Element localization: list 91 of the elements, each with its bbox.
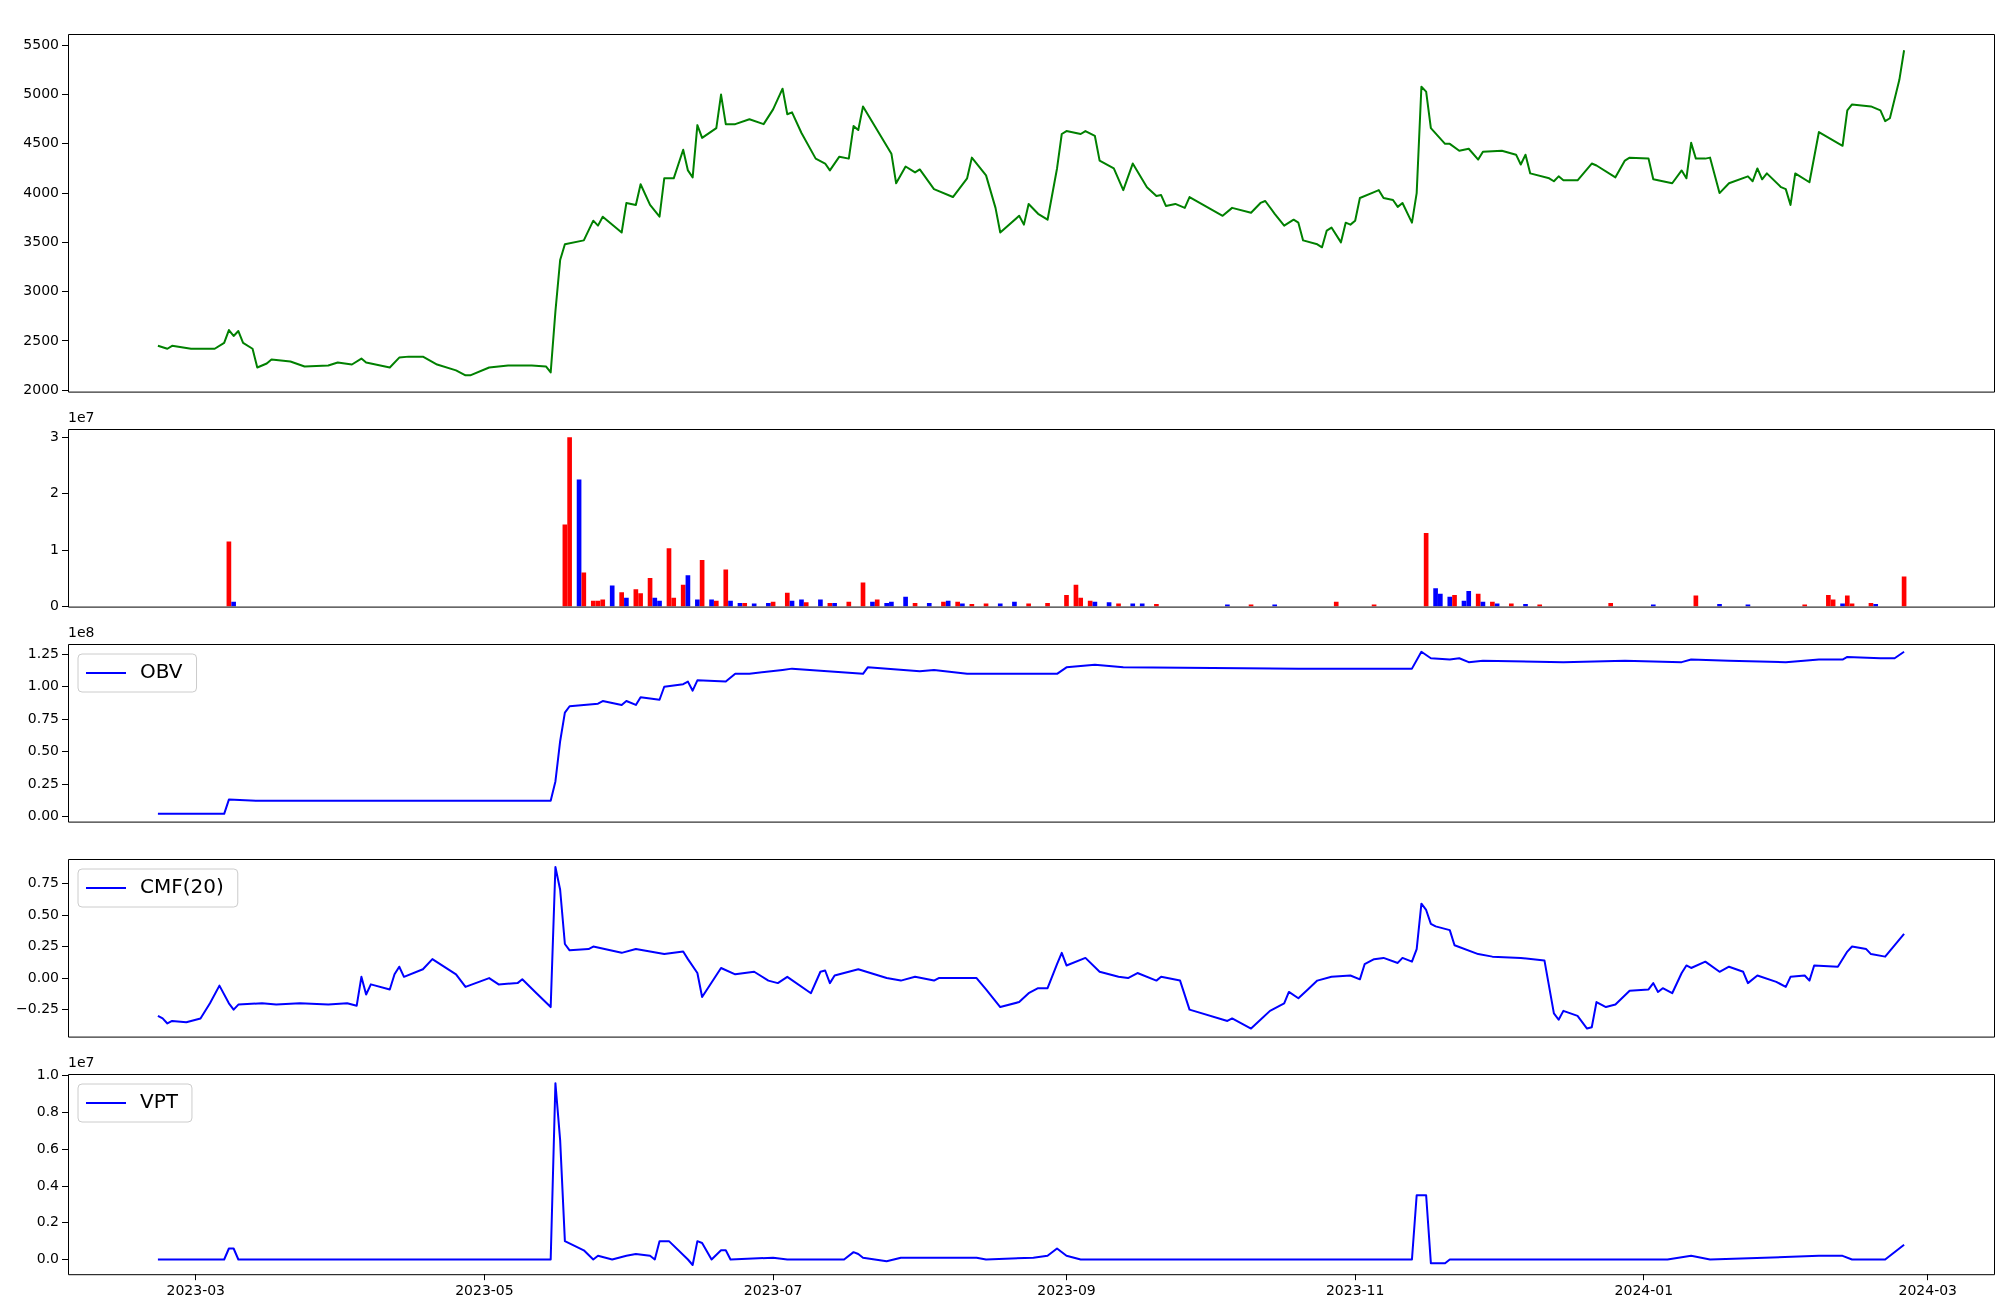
y-tick-label: 0.50 xyxy=(27,742,59,759)
bar xyxy=(600,599,606,607)
y-tick-label: 3000 xyxy=(23,282,59,299)
y-tick-label: 0 xyxy=(50,597,59,614)
bar xyxy=(1012,601,1017,607)
y-tick-label: 0.0 xyxy=(36,1250,59,1267)
bar xyxy=(846,601,852,607)
x-tick-label: 2023-05 xyxy=(455,1282,514,1299)
y-tick-label: 0.00 xyxy=(27,968,59,985)
text: 1e7 xyxy=(68,408,95,425)
x-tick-label: 2023-09 xyxy=(1037,1282,1096,1299)
y-tick-label: 2 xyxy=(50,484,59,501)
bar xyxy=(1139,603,1145,607)
bar xyxy=(955,601,960,607)
x-tick-label: 2024-01 xyxy=(1614,1282,1674,1299)
bar xyxy=(1116,603,1121,607)
bar xyxy=(960,603,965,607)
bar xyxy=(1475,593,1481,607)
bar xyxy=(619,592,624,607)
bar xyxy=(590,600,596,607)
bar xyxy=(1873,604,1879,607)
x-tick-label: 2024-03 xyxy=(1898,1282,1957,1299)
bar xyxy=(1490,601,1495,607)
bar xyxy=(609,585,615,607)
bar xyxy=(680,584,686,607)
y-tick-label: 0.2 xyxy=(36,1213,59,1230)
bar xyxy=(1508,603,1514,607)
y-tick-label: 1.0 xyxy=(36,1066,59,1083)
x-tick-label: 2023-07 xyxy=(743,1282,803,1299)
bar xyxy=(1717,604,1722,607)
bar xyxy=(567,437,572,607)
bar xyxy=(652,597,658,607)
bar xyxy=(695,599,700,607)
x-tick-label: 2023-03 xyxy=(166,1282,226,1299)
y-tick-label: 0.25 xyxy=(27,937,59,954)
bar xyxy=(1826,594,1831,607)
text: 1e8 xyxy=(68,623,95,640)
bar xyxy=(638,593,643,607)
y-tick-label: 2000 xyxy=(23,380,59,397)
y-tick-label: 1.25 xyxy=(27,645,59,662)
bar xyxy=(1026,603,1031,607)
legend-label: CMF(20) xyxy=(140,874,224,899)
bar xyxy=(624,597,629,607)
bar xyxy=(1523,604,1528,607)
y-tick-label: 5500 xyxy=(23,35,59,52)
bar xyxy=(1130,603,1136,607)
bar xyxy=(903,596,908,607)
bar xyxy=(1466,591,1472,607)
y-tick-label: 4000 xyxy=(23,183,59,200)
y-tick-label: 1 xyxy=(50,540,59,557)
bar xyxy=(1844,595,1850,607)
y-tick-label: 0.8 xyxy=(36,1103,59,1120)
y-tick-label: 4500 xyxy=(23,134,59,151)
y-tick-label: 2500 xyxy=(23,331,59,348)
bar xyxy=(709,599,714,607)
bar xyxy=(799,599,804,607)
bar xyxy=(1840,603,1845,607)
bar xyxy=(713,600,719,607)
bar xyxy=(1452,594,1457,607)
bar xyxy=(870,601,875,607)
y-tick-label: 3500 xyxy=(23,232,59,249)
bar xyxy=(874,599,880,607)
bar xyxy=(581,572,587,607)
bar xyxy=(1447,596,1453,607)
y-tick-label: 0.6 xyxy=(36,1139,60,1156)
bar xyxy=(784,592,790,607)
y-tick-label: 0.50 xyxy=(27,905,59,922)
bar xyxy=(723,569,729,607)
y-tick-label: 0.4 xyxy=(36,1176,60,1193)
bar xyxy=(1064,594,1069,607)
y-tick-label: 0.75 xyxy=(27,874,59,891)
y-tick-label: 5000 xyxy=(23,85,59,102)
x-tick-label: 2023-11 xyxy=(1325,1282,1385,1299)
y-tick-label: 0.00 xyxy=(27,807,59,824)
y-tick-label: 0.25 xyxy=(27,774,59,791)
bar xyxy=(728,600,733,607)
y-tick-label: −0.25 xyxy=(16,1000,59,1017)
legend-label: OBV xyxy=(140,659,183,684)
bar xyxy=(997,603,1003,607)
bar xyxy=(1154,604,1159,607)
bar xyxy=(803,602,809,607)
y-tick-label: 3 xyxy=(50,428,59,445)
bar xyxy=(945,600,951,607)
legend-label: VPT xyxy=(140,1089,179,1114)
bar xyxy=(941,601,946,607)
y-tick-label: 1.00 xyxy=(27,677,59,694)
bar xyxy=(818,599,823,607)
bar xyxy=(1333,601,1339,607)
bar xyxy=(231,601,236,607)
y-tick-label: 0.75 xyxy=(27,709,59,726)
text: 1e7 xyxy=(68,1053,95,1070)
